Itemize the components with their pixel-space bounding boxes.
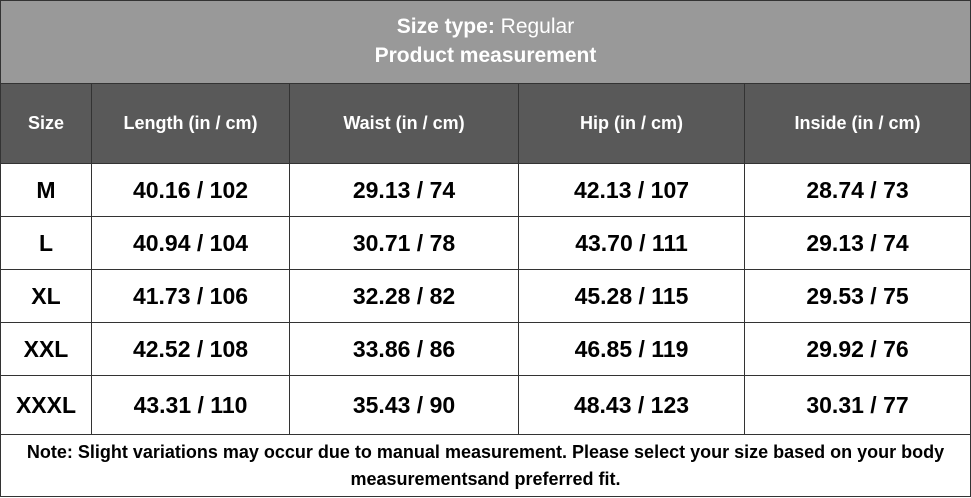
size-cell: L (0, 217, 92, 270)
measurement-cell: 41.73 / 106 (92, 270, 290, 323)
title-band: Size type: Regular Product measurement (0, 0, 971, 84)
size-cell: M (0, 164, 92, 217)
measurement-cell: 48.43 / 123 (519, 376, 745, 435)
size-cell: XXXL (0, 376, 92, 435)
measurement-cell: 30.71 / 78 (290, 217, 519, 270)
column-header: Length (in / cm) (92, 84, 290, 164)
column-header: Hip (in / cm) (519, 84, 745, 164)
measurement-cell: 33.86 / 86 (290, 323, 519, 376)
column-header: Waist (in / cm) (290, 84, 519, 164)
note: Note: Slight variations may occur due to… (0, 435, 971, 497)
measurement-cell: 42.52 / 108 (92, 323, 290, 376)
size-cell: XXL (0, 323, 92, 376)
measurement-cell: 40.16 / 102 (92, 164, 290, 217)
measurement-cell: 29.53 / 75 (745, 270, 971, 323)
size-cell: XL (0, 270, 92, 323)
measurement-cell: 35.43 / 90 (290, 376, 519, 435)
measurement-cell: 29.92 / 76 (745, 323, 971, 376)
measurement-cell: 40.94 / 104 (92, 217, 290, 270)
measurement-cell: 43.31 / 110 (92, 376, 290, 435)
measurement-cell: 43.70 / 111 (519, 217, 745, 270)
measurement-cell: 29.13 / 74 (290, 164, 519, 217)
measurement-cell: 45.28 / 115 (519, 270, 745, 323)
column-header: Size (0, 84, 92, 164)
measurement-cell: 30.31 / 77 (745, 376, 971, 435)
measurement-cell: 28.74 / 73 (745, 164, 971, 217)
size-type-label: Size type: (396, 15, 495, 38)
size-type-value: Regular (500, 15, 575, 38)
column-header: Inside (in / cm) (745, 84, 971, 164)
size-type-line: Size type: Regular (1, 15, 970, 39)
measurement-cell: 32.28 / 82 (290, 270, 519, 323)
measurement-cell: 29.13 / 74 (745, 217, 971, 270)
measurement-cell: 46.85 / 119 (519, 323, 745, 376)
subtitle: Product measurement (374, 44, 597, 67)
measurement-cell: 42.13 / 107 (519, 164, 745, 217)
